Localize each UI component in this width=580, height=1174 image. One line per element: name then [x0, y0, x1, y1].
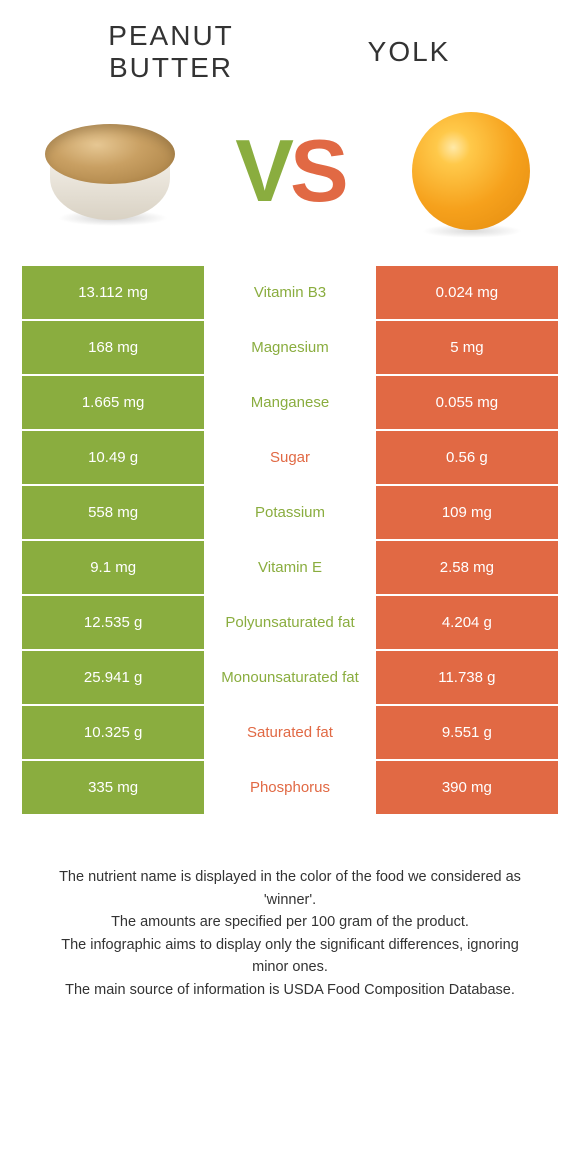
table-row: 335 mgPhosphorus390 mg — [22, 761, 558, 816]
nutrient-name: Saturated fat — [204, 706, 376, 759]
table-row: 12.535 gPolyunsaturated fat4.204 g — [22, 596, 558, 651]
comparison-table: 13.112 mgVitamin B30.024 mg168 mgMagnesi… — [22, 266, 558, 816]
right-value: 2.58 mg — [376, 541, 558, 594]
footer-line: The amounts are specified per 100 gram o… — [50, 911, 530, 933]
yolk-image — [393, 106, 548, 236]
infographic: Peanut butter Yolk VS 13.112 mgVitamin B… — [0, 0, 580, 1001]
header: Peanut butter Yolk — [22, 20, 558, 106]
table-row: 558 mgPotassium109 mg — [22, 486, 558, 541]
right-value: 0.055 mg — [376, 376, 558, 429]
left-value: 13.112 mg — [22, 266, 204, 319]
vs-s: S — [290, 121, 345, 220]
table-row: 10.325 gSaturated fat9.551 g — [22, 706, 558, 761]
nutrient-name: Potassium — [204, 486, 376, 539]
right-food-title: Yolk — [290, 36, 528, 68]
left-value: 558 mg — [22, 486, 204, 539]
left-value: 10.325 g — [22, 706, 204, 759]
right-value: 0.024 mg — [376, 266, 558, 319]
nutrient-name: Polyunsaturated fat — [204, 596, 376, 649]
left-value: 335 mg — [22, 761, 204, 814]
footer-notes: The nutrient name is displayed in the co… — [22, 816, 558, 1001]
right-value: 0.56 g — [376, 431, 558, 484]
vs-row: VS — [22, 106, 558, 266]
table-row: 168 mgMagnesium5 mg — [22, 321, 558, 376]
left-value: 12.535 g — [22, 596, 204, 649]
left-value: 1.665 mg — [22, 376, 204, 429]
footer-line: The nutrient name is displayed in the co… — [50, 866, 530, 911]
vs-label: VS — [235, 120, 344, 222]
right-value: 11.738 g — [376, 651, 558, 704]
table-row: 13.112 mgVitamin B30.024 mg — [22, 266, 558, 321]
footer-line: The infographic aims to display only the… — [50, 934, 530, 979]
left-value: 168 mg — [22, 321, 204, 374]
right-value: 109 mg — [376, 486, 558, 539]
left-value: 9.1 mg — [22, 541, 204, 594]
table-row: 10.49 gSugar0.56 g — [22, 431, 558, 486]
nutrient-name: Magnesium — [204, 321, 376, 374]
nutrient-name: Vitamin E — [204, 541, 376, 594]
nutrient-name: Vitamin B3 — [204, 266, 376, 319]
footer-line: The main source of information is USDA F… — [50, 979, 530, 1001]
nutrient-name: Monounsaturated fat — [204, 651, 376, 704]
nutrient-name: Phosphorus — [204, 761, 376, 814]
vs-v: V — [235, 121, 290, 220]
nutrient-name: Manganese — [204, 376, 376, 429]
table-row: 1.665 mgManganese0.055 mg — [22, 376, 558, 431]
right-value: 390 mg — [376, 761, 558, 814]
right-value: 9.551 g — [376, 706, 558, 759]
table-row: 25.941 gMonounsaturated fat11.738 g — [22, 651, 558, 706]
left-value: 25.941 g — [22, 651, 204, 704]
left-value: 10.49 g — [22, 431, 204, 484]
right-value: 5 mg — [376, 321, 558, 374]
peanut-butter-image — [32, 106, 187, 236]
table-row: 9.1 mgVitamin E2.58 mg — [22, 541, 558, 596]
nutrient-name: Sugar — [204, 431, 376, 484]
right-value: 4.204 g — [376, 596, 558, 649]
left-food-title: Peanut butter — [52, 20, 290, 84]
